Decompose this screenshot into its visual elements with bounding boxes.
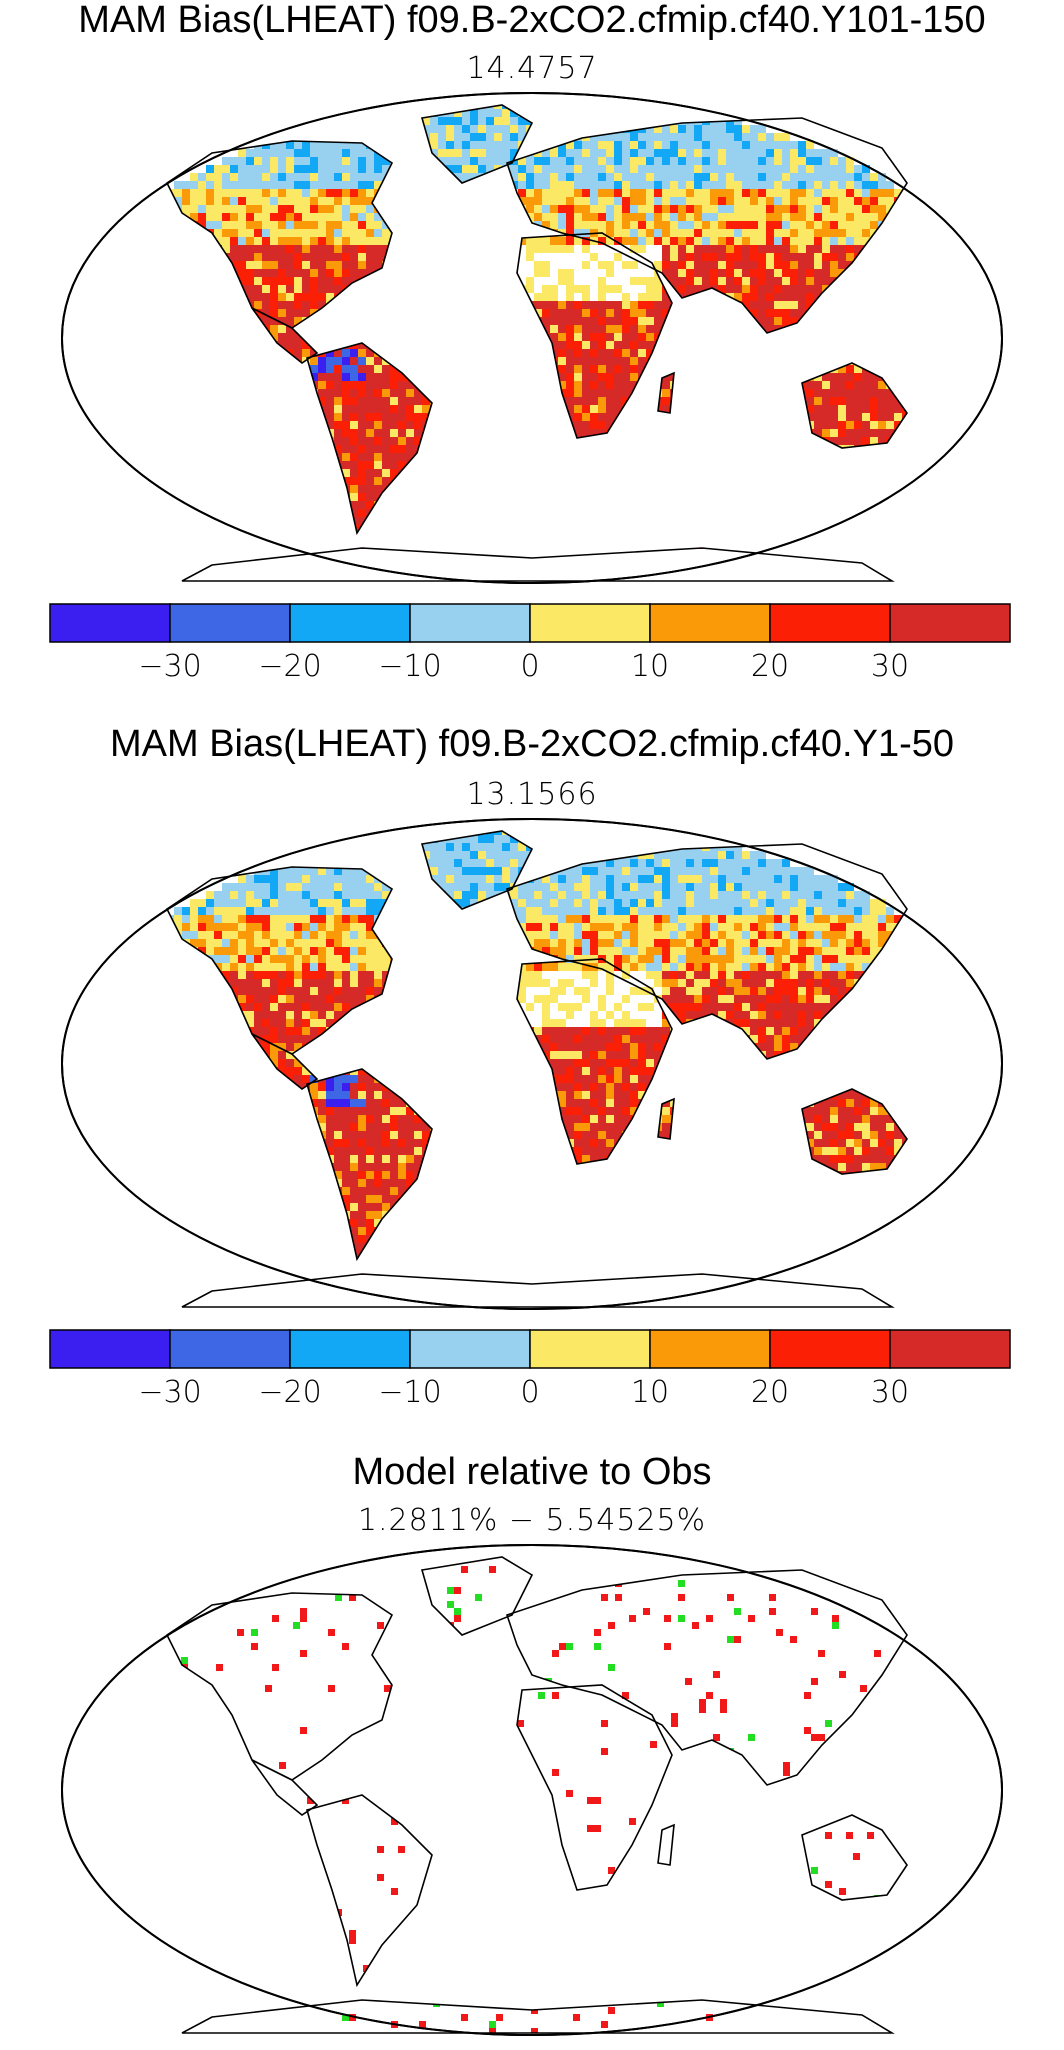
coastline-greenland [420,830,534,910]
coastline-australia [801,362,908,449]
colorbar-swatch [889,603,1011,643]
panel-2-map [61,818,1003,1310]
coastline-north-america [165,140,394,329]
colorbar-swatch [409,603,531,643]
coastline-madagascar [657,1823,675,1866]
colorbar-tick-label: 0 [520,649,539,684]
coastline-africa [516,232,673,439]
colorbar-tick-label: 10 [631,649,669,684]
map-frame [61,1544,1003,2036]
colorbar-tick-label: −10 [378,1375,441,1410]
colorbar-tick-label: −30 [138,649,201,684]
coastline-antarctica [181,1273,895,1308]
coastline-australia [801,1088,908,1175]
colorbar-tick-label: 10 [631,1375,669,1410]
colorbar-tick-label: 20 [751,649,789,684]
colorbar-swatch [289,603,411,643]
colorbar-tick-label: 20 [751,1375,789,1410]
colorbar-swatch [769,603,891,643]
panel-2-title: MAM Bias(LHEAT) f09.B-2xCO2.cfmip.cf40.Y… [110,723,954,765]
colorbar-swatch [769,1329,891,1369]
colorbar-swatch [169,1329,291,1369]
coastline-greenland [420,1556,534,1636]
panel-3-title: Model relative to Obs [352,1451,712,1493]
coastline-europe-asia [505,117,908,334]
colorbar-swatch [649,603,771,643]
colorbar-tick-label: 30 [871,649,909,684]
panel-1-map [61,92,1003,584]
coastline-north-america [165,866,394,1055]
coastline-antarctica [181,1999,895,2034]
coastline-greenland [420,104,534,184]
panel-1-title: MAM Bias(LHEAT) f09.B-2xCO2.cfmip.cf40.Y… [78,0,986,41]
panel-1-colorbar: −30 −20 −10 0 10 20 30 [49,603,1011,684]
coastline-madagascar [657,371,675,414]
colorbar-tick-label: −30 [138,1375,201,1410]
panel-2-subtitle: 13.1566 [466,777,598,812]
coastline-europe-asia [505,1569,908,1786]
coastline-south-america [306,1068,433,1262]
coastline-south-america [306,1794,433,1988]
coastline-south-america [306,342,433,536]
coastline-madagascar [657,1097,675,1140]
panel-1-subtitle: 14.4757 [466,51,598,86]
coastline-north-america [165,1592,394,1781]
coastline-australia [801,1814,908,1901]
panel-2-colorbar: −30 −20 −10 0 10 20 30 [49,1329,1011,1410]
coastline-africa [516,958,673,1165]
colorbar-swatch [529,1329,651,1369]
colorbar-swatch [169,603,291,643]
colorbar-tick-label: 0 [520,1375,539,1410]
panel-3-map [61,1544,1003,2036]
colorbar-swatch [49,1329,171,1369]
colorbar-swatch [49,603,171,643]
coastline-africa [516,1684,673,1891]
colorbar-tick-label: −20 [258,649,321,684]
coastline-europe-asia [505,843,908,1060]
coastline-antarctica [181,547,895,582]
colorbar-swatch [409,1329,531,1369]
colorbar-swatch [889,1329,1011,1369]
colorbar-tick-label: −10 [378,649,441,684]
colorbar-swatch [289,1329,411,1369]
colorbar-swatch [529,603,651,643]
panel-3-subtitle: 1.2811% − 5.54525% [357,1503,707,1538]
colorbar-tick-label: −20 [258,1375,321,1410]
colorbar-swatch [649,1329,771,1369]
colorbar-tick-label: 30 [871,1375,909,1410]
